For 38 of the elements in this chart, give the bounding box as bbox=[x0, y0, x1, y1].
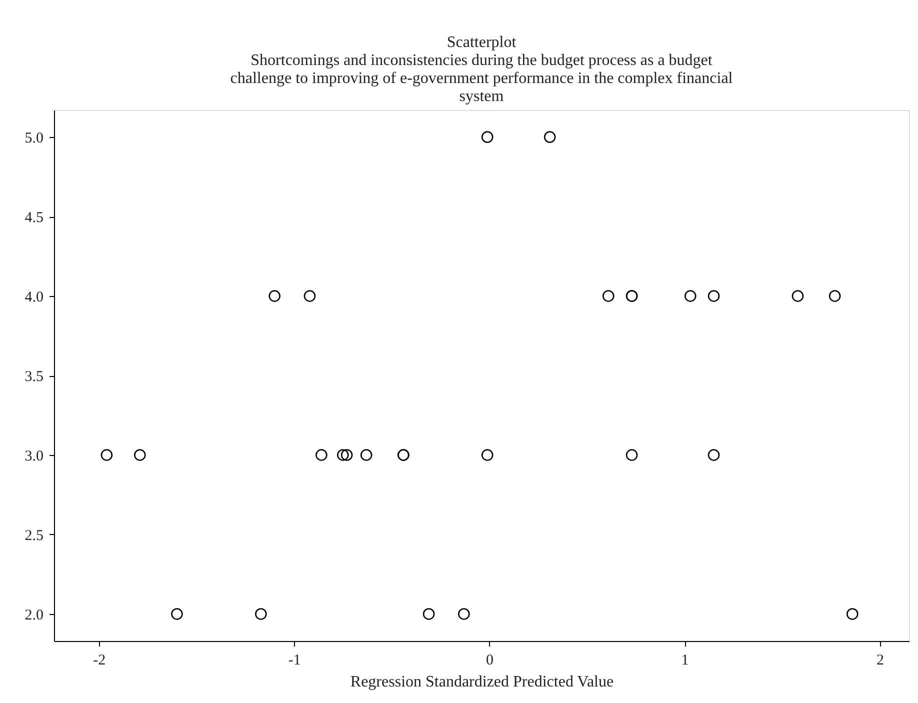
point bbox=[316, 449, 328, 461]
point bbox=[100, 449, 113, 461]
x-axis-title: Regression Standardized Predicted Value bbox=[350, 674, 614, 690]
y-tick-label: 3.0 bbox=[24, 448, 44, 464]
point bbox=[828, 290, 841, 302]
point bbox=[255, 608, 267, 620]
x-tick-label: -2 bbox=[93, 652, 106, 668]
y-tick-label: 2.5 bbox=[24, 528, 44, 544]
point bbox=[481, 131, 494, 143]
x-tick-label: 2 bbox=[876, 652, 884, 668]
point bbox=[792, 290, 804, 302]
point bbox=[708, 449, 720, 461]
chart-title: Scatterplot bbox=[446, 34, 517, 51]
x-tick-label: -1 bbox=[288, 652, 301, 668]
chart-subtitle: Shortcomings and inconsistencies during the budget process as a budget challenge to improving of e-government performance in the complex financial system bbox=[230, 52, 734, 105]
y-tick-label: 4.5 bbox=[24, 210, 44, 226]
point bbox=[684, 290, 696, 302]
point bbox=[360, 449, 372, 461]
point bbox=[708, 290, 720, 302]
point bbox=[171, 608, 183, 620]
point bbox=[304, 290, 316, 302]
point bbox=[268, 290, 280, 302]
point bbox=[337, 449, 349, 461]
point bbox=[544, 131, 556, 143]
point bbox=[458, 608, 470, 620]
point bbox=[422, 608, 435, 620]
x-tick-label: 1 bbox=[681, 652, 689, 668]
x-tick-label: 0 bbox=[486, 652, 494, 668]
y-tick-label: 4.0 bbox=[24, 290, 44, 306]
y-tick-label: 3.5 bbox=[24, 369, 44, 385]
point bbox=[626, 449, 638, 461]
y-tick-label: 5.0 bbox=[24, 130, 44, 147]
y-tick-label: 2.0 bbox=[24, 607, 44, 624]
point bbox=[846, 608, 858, 620]
point bbox=[602, 290, 614, 302]
point bbox=[481, 449, 494, 461]
point bbox=[340, 449, 353, 461]
point bbox=[134, 449, 146, 461]
